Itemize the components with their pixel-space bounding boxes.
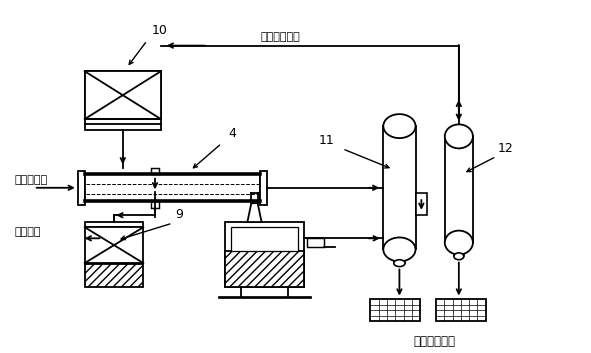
Bar	[231, 227, 298, 251]
Bar	[85, 71, 161, 119]
Bar	[151, 202, 158, 208]
Text: 12: 12	[498, 142, 514, 155]
Bar	[415, 193, 427, 215]
Bar	[85, 222, 143, 227]
Bar	[384, 126, 415, 250]
Text: 10: 10	[152, 24, 168, 37]
Bar	[445, 136, 473, 243]
Ellipse shape	[384, 238, 415, 262]
Bar	[77, 170, 85, 205]
Text: 高酚类生物油: 高酚类生物油	[413, 335, 455, 348]
Ellipse shape	[394, 260, 405, 267]
Ellipse shape	[384, 114, 415, 138]
Text: 4: 4	[229, 127, 236, 140]
Bar	[307, 238, 324, 247]
Text: 9: 9	[176, 208, 183, 221]
Bar	[85, 227, 143, 263]
Ellipse shape	[454, 253, 464, 260]
Bar	[436, 299, 486, 321]
Text: 11: 11	[319, 134, 335, 147]
Bar	[85, 174, 261, 202]
Bar	[261, 170, 267, 205]
Ellipse shape	[445, 124, 473, 148]
Bar	[85, 71, 161, 130]
Text: 洁净尾气: 洁净尾气	[15, 227, 41, 237]
Bar	[85, 264, 143, 287]
Bar	[454, 243, 464, 256]
Polygon shape	[248, 203, 262, 222]
Bar	[225, 251, 304, 287]
Ellipse shape	[445, 231, 473, 255]
Text: 小分子热解气: 小分子热解气	[261, 32, 301, 42]
Bar	[225, 222, 304, 287]
Bar	[371, 299, 420, 321]
Bar	[151, 168, 158, 174]
Bar	[394, 250, 405, 263]
Text: 沫渣残余物: 沫渣残余物	[15, 175, 48, 185]
